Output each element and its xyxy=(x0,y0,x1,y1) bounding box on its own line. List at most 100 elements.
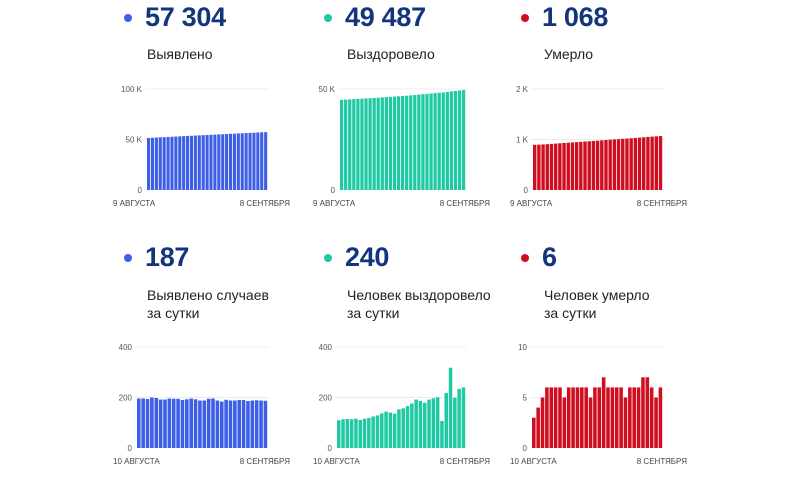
bar xyxy=(629,138,633,190)
bar xyxy=(650,136,654,190)
bar xyxy=(237,400,241,448)
bar xyxy=(364,98,368,190)
bar xyxy=(246,401,250,448)
bar xyxy=(201,135,205,190)
daily-cases-label: Выявлено случаев за сутки xyxy=(147,286,269,322)
bar xyxy=(197,135,201,190)
bar xyxy=(344,99,348,190)
bar xyxy=(553,387,558,448)
bar xyxy=(646,136,650,190)
bar xyxy=(384,97,388,190)
bar xyxy=(591,140,596,190)
bar xyxy=(610,387,615,448)
bar xyxy=(252,132,256,190)
bar xyxy=(558,143,562,190)
bar xyxy=(211,398,215,448)
panel-total-recovered: 49 487 Выздоровело 0 50 K 9 АВГУСТА 8 СЕНТЯ… xyxy=(313,0,510,240)
bar xyxy=(623,397,628,448)
bar xyxy=(340,99,344,190)
bar xyxy=(254,400,259,448)
bar xyxy=(362,418,367,448)
bar xyxy=(612,139,617,190)
bar xyxy=(445,92,449,190)
bar xyxy=(654,136,658,190)
bar xyxy=(418,401,423,448)
bar xyxy=(232,133,236,190)
bar xyxy=(595,140,600,190)
bar xyxy=(628,387,632,448)
bar xyxy=(360,98,364,190)
bar xyxy=(606,387,610,448)
bar xyxy=(189,135,194,190)
bar xyxy=(435,397,440,448)
bar xyxy=(649,387,654,448)
bar xyxy=(427,399,431,448)
bar xyxy=(642,137,646,190)
bar xyxy=(147,137,151,190)
bar xyxy=(384,411,388,448)
bar xyxy=(150,137,154,190)
bar xyxy=(186,135,190,190)
bar xyxy=(154,137,158,190)
bar xyxy=(219,401,224,448)
bar xyxy=(375,415,380,448)
bar xyxy=(356,98,360,190)
bar xyxy=(166,136,170,190)
bar xyxy=(354,418,358,448)
panel-daily-deaths: 6 Человек умерло за сутки 0 5 10 10 АВГУСТА… xyxy=(510,240,707,480)
bar xyxy=(170,136,174,190)
bar xyxy=(178,136,182,190)
daily-deaths-label-line1: Человек умерло xyxy=(544,287,650,303)
bar xyxy=(570,142,575,190)
bar xyxy=(137,398,141,448)
bar xyxy=(414,399,418,448)
x-axis-start-label: 9 АВГУСТА xyxy=(313,199,356,208)
bar xyxy=(221,134,225,190)
bar xyxy=(341,419,345,448)
y-tick-label: 1 K xyxy=(516,136,529,145)
bar xyxy=(180,400,185,448)
bar xyxy=(601,377,606,448)
bar xyxy=(410,403,414,448)
x-axis-start-label: 10 АВГУСТА xyxy=(113,457,160,466)
bar xyxy=(182,136,186,190)
bar xyxy=(371,416,375,448)
bar xyxy=(193,135,197,190)
bar xyxy=(241,400,246,448)
bar xyxy=(345,418,350,448)
y-tick-label: 50 K xyxy=(126,136,143,145)
bar xyxy=(405,95,409,190)
bar xyxy=(264,132,268,190)
total-recovered-label: Выздоровело xyxy=(347,46,435,62)
bar xyxy=(433,93,437,190)
y-tick-label: 0 xyxy=(524,186,529,195)
legend-dot-icon xyxy=(324,254,332,262)
bar xyxy=(423,402,427,448)
bar xyxy=(352,99,356,190)
bar xyxy=(441,92,445,190)
bar xyxy=(400,96,405,190)
y-tick-label: 200 xyxy=(319,394,333,403)
bar xyxy=(461,387,466,448)
x-axis-end-label: 8 СЕНТЯБРЯ xyxy=(240,199,290,208)
bar xyxy=(176,398,180,448)
bar xyxy=(263,400,268,448)
bar xyxy=(453,90,458,190)
bar xyxy=(571,387,575,448)
bar xyxy=(260,132,264,190)
y-tick-label: 2 K xyxy=(516,85,529,94)
panel-daily-cases: 187 Выявлено случаев за сутки 0 200 400 10 … xyxy=(113,240,310,480)
x-axis-start-label: 10 АВГУСТА xyxy=(313,457,360,466)
bar xyxy=(150,397,154,448)
bar xyxy=(163,399,167,448)
bar xyxy=(566,387,571,448)
bar xyxy=(553,143,558,190)
y-tick-label: 0 xyxy=(138,186,143,195)
daily-recovered-label-line2: за сутки xyxy=(347,305,400,321)
daily-cases-value: 187 xyxy=(145,242,190,272)
bar xyxy=(171,398,176,448)
bar xyxy=(654,397,658,448)
bar xyxy=(549,387,554,448)
bar xyxy=(397,409,401,448)
y-tick-label: 0 xyxy=(328,444,333,453)
